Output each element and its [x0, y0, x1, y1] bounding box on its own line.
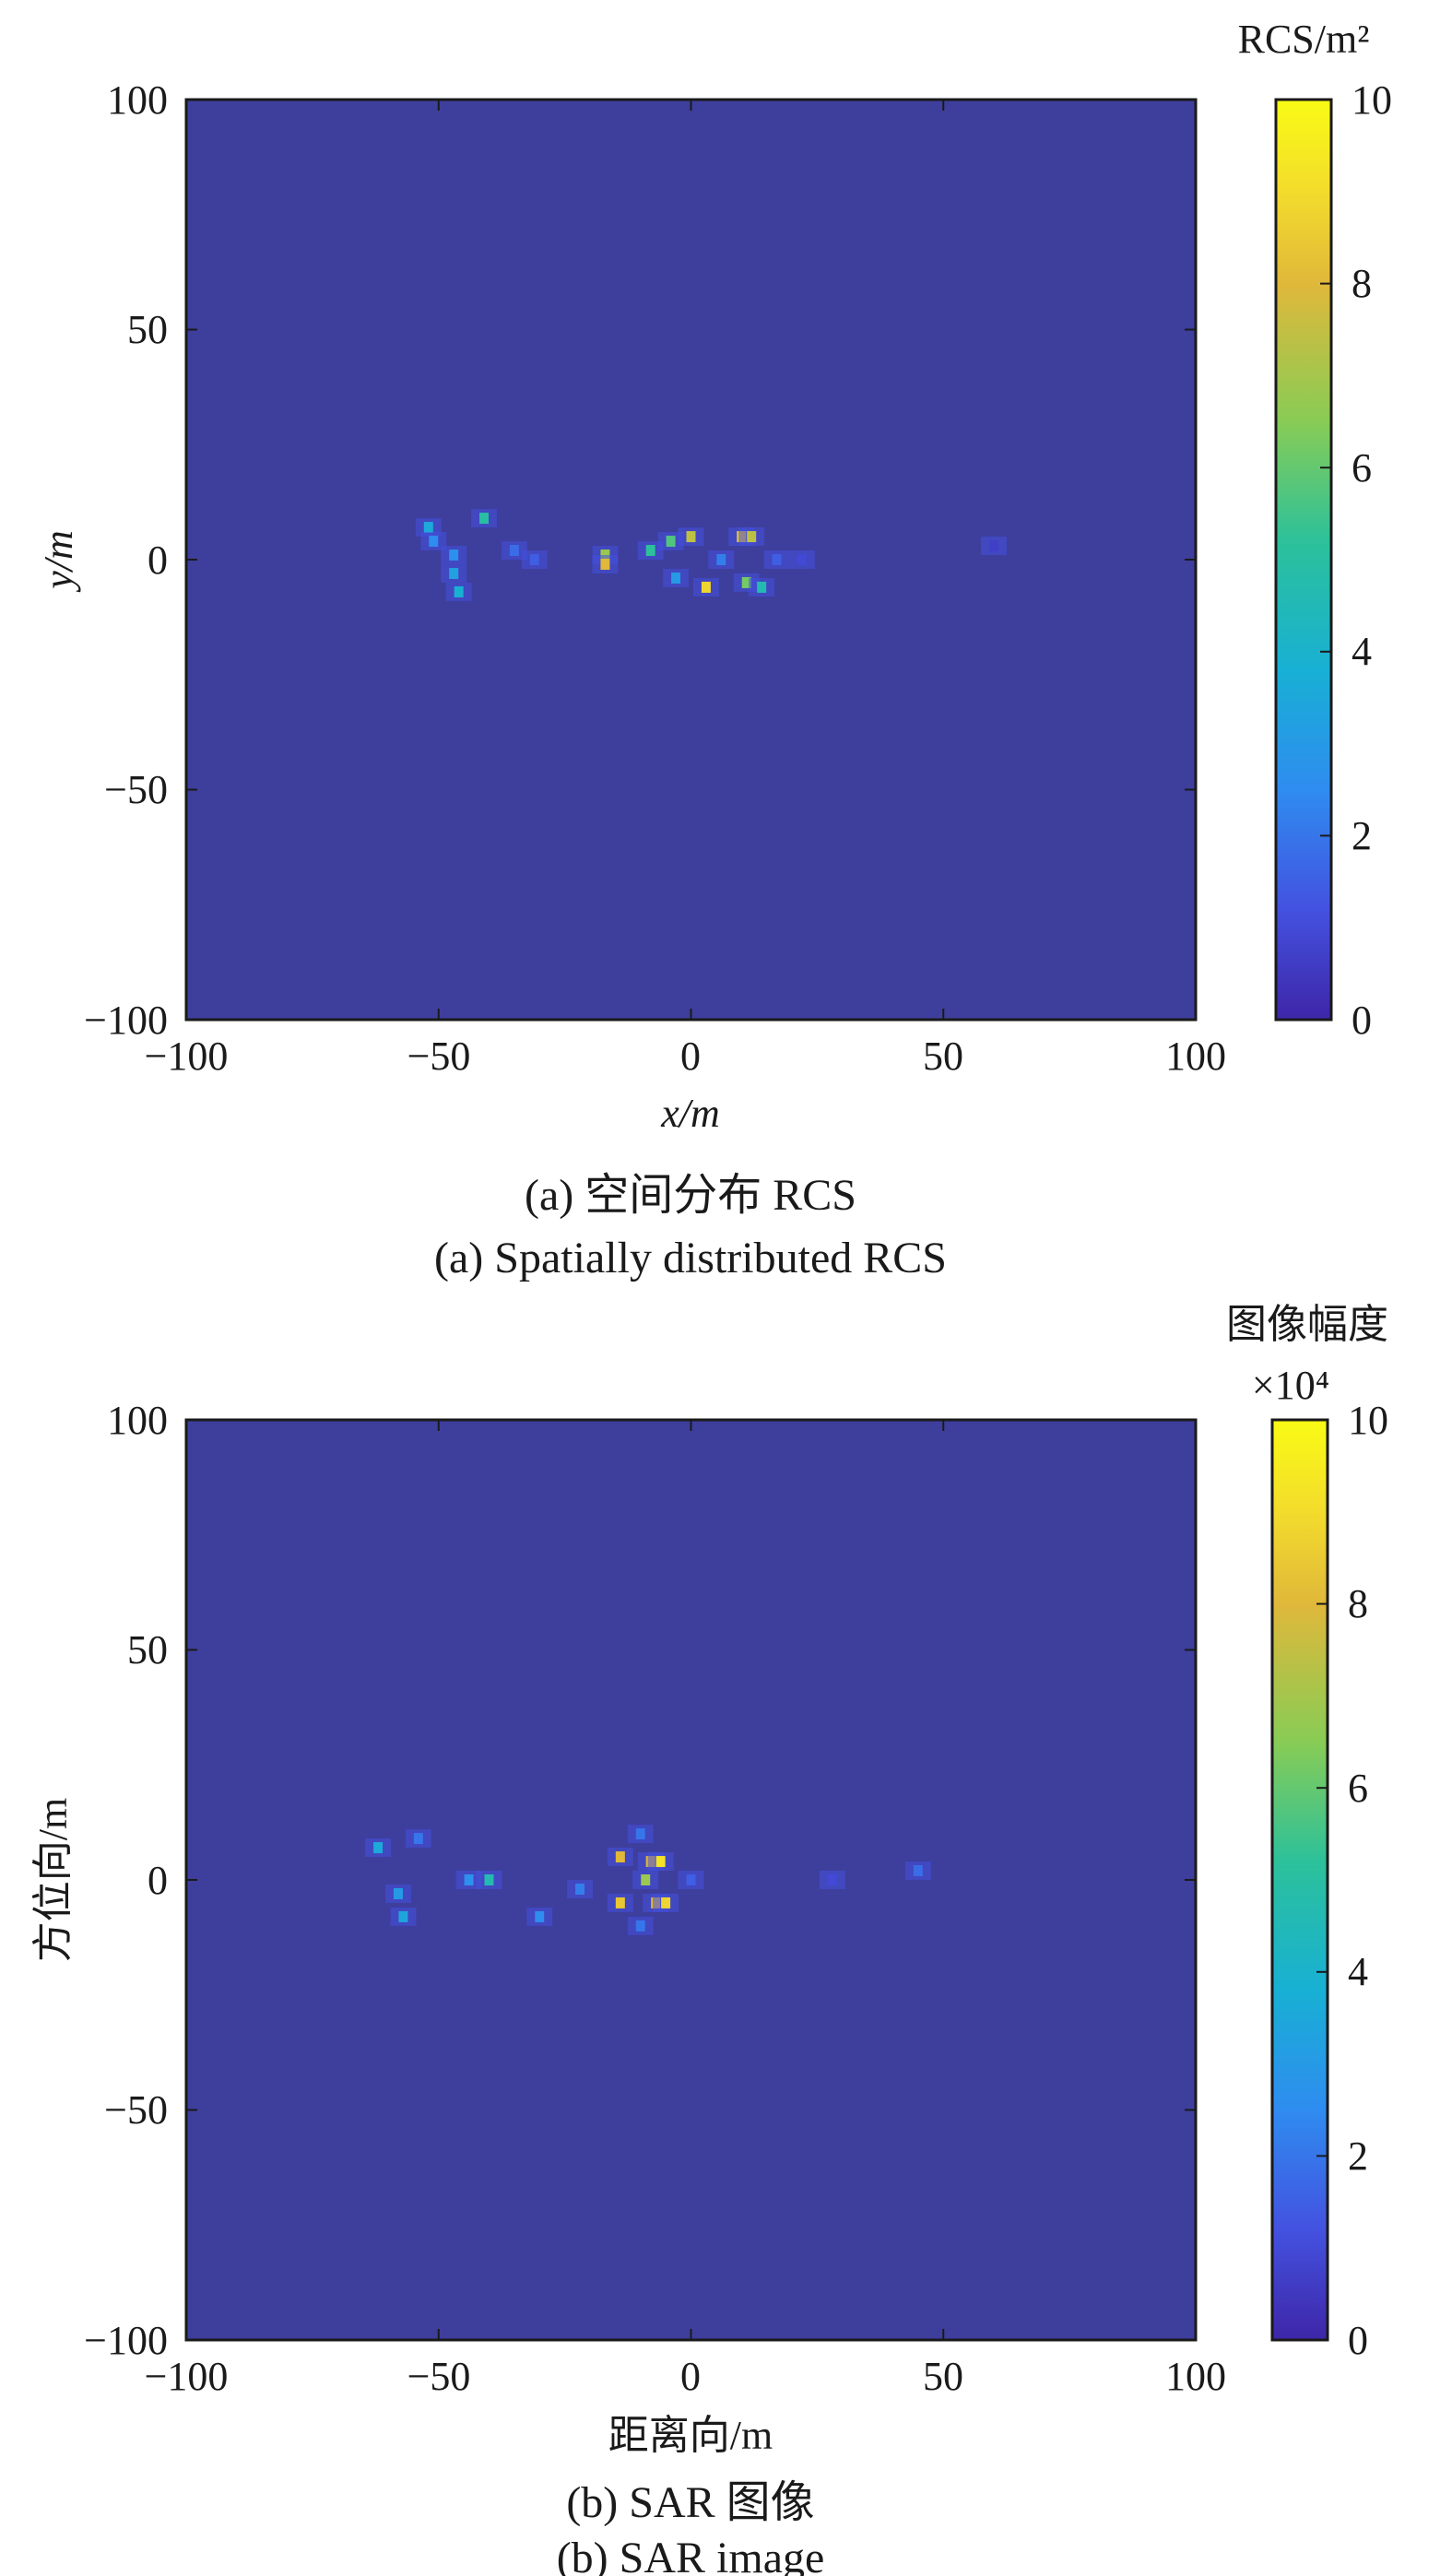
hotspot: [741, 576, 751, 588]
hotspot: [635, 1828, 645, 1840]
hotspot: [600, 558, 610, 570]
hotspot: [716, 554, 726, 565]
colorbar-tick-b-5: 0: [1348, 2318, 1368, 2363]
hotspot: [449, 549, 459, 561]
x-tick-a-4: 100: [1165, 1034, 1226, 1079]
x-tick-b-2: 0: [680, 2354, 701, 2399]
colorbar-b: [1270, 1418, 1329, 2342]
hotspot: [373, 1842, 384, 1854]
y-ticks-a: [186, 99, 1196, 1021]
hotspot: [413, 1833, 423, 1845]
caption-en-b: (b) SAR image: [557, 2534, 825, 2576]
y-tick-b-0: 100: [107, 1398, 168, 1443]
x-tick-a-0: −100: [145, 1034, 229, 1079]
x-tick-a-2: 0: [680, 1034, 701, 1079]
colorbar-tick-b-2: 6: [1348, 1766, 1368, 1811]
colorbar-tick-a-3: 4: [1352, 629, 1372, 674]
hotspot: [641, 1874, 651, 1885]
hotspot: [913, 1865, 923, 1877]
colorbar-label-b: 图像幅度: [1226, 1302, 1388, 1347]
y-tick-a-1: 50: [127, 307, 168, 352]
caption-zh-a: (a) 空间分布 RCS: [525, 1171, 856, 1220]
y-tick-b-2: 0: [148, 1858, 168, 1903]
colorbar-tick-b-3: 4: [1348, 1949, 1368, 1994]
colorbar-tick-b-0: 10: [1348, 1398, 1388, 1443]
hotspot: [464, 1874, 474, 1885]
hotspot: [615, 1897, 625, 1908]
panel-b: −100 −50 0 50 100 100 50 0 −50 −100 距离向/…: [30, 1302, 1388, 2576]
hotspot: [989, 540, 998, 552]
colorbar-ticks-a: [1320, 99, 1331, 1021]
x-axis-label-b: 距离向/m: [608, 2413, 773, 2458]
panel-a: −100 −50 0 50 100 100 50 0 −50 −100 x/m …: [36, 17, 1392, 1282]
colorbar-tick-a-1: 8: [1352, 261, 1372, 306]
colorbar-ticks-b: [1316, 1419, 1328, 2341]
hotspot: [757, 581, 767, 593]
hotspot: [661, 1897, 671, 1908]
hotspot: [701, 581, 711, 593]
y-ticks-b: [186, 1419, 1196, 2341]
hotspot: [423, 522, 433, 534]
hotspot: [655, 1856, 666, 1868]
hotspot: [398, 1910, 408, 1922]
hotspot: [666, 536, 676, 548]
colorbar-tick-a-0: 10: [1352, 77, 1392, 123]
x-tick-a-1: −50: [407, 1034, 471, 1079]
y-tick-a-0: 100: [107, 77, 168, 123]
x-axis-label-a: x/m: [660, 1091, 720, 1136]
hotspot: [535, 1910, 545, 1922]
hotspot: [509, 545, 519, 557]
x-ticks-b: [185, 1420, 1197, 2340]
y-tick-b-3: −50: [104, 2087, 168, 2133]
colorbar-tick-b-4: 2: [1348, 2133, 1368, 2179]
y-axis-label-b: 方位向/m: [30, 1798, 76, 1962]
hotspot: [575, 1883, 585, 1895]
hotspot: [454, 585, 464, 597]
hotspot: [797, 554, 807, 565]
colorbar-tick-b-1: 8: [1348, 1581, 1368, 1626]
plot-area-a: [184, 98, 1198, 1022]
hotspot: [429, 536, 439, 548]
hotspot: [615, 1851, 625, 1863]
hotspot: [827, 1874, 837, 1885]
hotspot: [484, 1874, 494, 1885]
y-tick-a-2: 0: [148, 538, 168, 583]
y-tick-a-3: −50: [104, 767, 168, 812]
colorbar-multiplier-b: ×10⁴: [1252, 1363, 1329, 1408]
x-tick-b-0: −100: [145, 2354, 229, 2399]
hotspot: [449, 567, 459, 579]
caption-zh-b: (b) SAR 图像: [566, 2478, 814, 2527]
y-axis-label-a: y/m: [36, 530, 81, 593]
hotspot: [686, 531, 696, 543]
x-tick-b-1: −50: [407, 2354, 471, 2399]
colorbar-label-a: RCS/m²: [1238, 17, 1370, 62]
hotspot: [645, 545, 655, 557]
hotspot: [529, 554, 539, 565]
hotspot: [671, 572, 681, 584]
hotspots-a: [415, 509, 1007, 601]
hotspots-b: [365, 1825, 931, 1935]
hotspot: [479, 513, 490, 525]
x-tick-b-3: 50: [923, 2354, 963, 2399]
colorbar-tick-a-4: 2: [1352, 813, 1372, 858]
x-ticks-a: [185, 100, 1197, 1020]
x-tick-b-4: 100: [1165, 2354, 1226, 2399]
colorbar-tick-a-5: 0: [1352, 998, 1372, 1043]
hotspot: [772, 554, 782, 565]
y-tick-b-1: 50: [127, 1627, 168, 1672]
x-tick-a-3: 50: [923, 1034, 963, 1079]
colorbar-tick-a-2: 6: [1352, 445, 1372, 490]
caption-en-a: (a) Spatially distributed RCS: [434, 1234, 947, 1282]
y-tick-b-4: −100: [84, 2318, 168, 2363]
y-tick-a-4: −100: [84, 998, 168, 1043]
hotspot: [393, 1887, 403, 1899]
hotspot: [747, 531, 757, 543]
hotspot: [635, 1920, 645, 1932]
hotspot: [686, 1874, 696, 1885]
colorbar-a: [1274, 98, 1333, 1022]
